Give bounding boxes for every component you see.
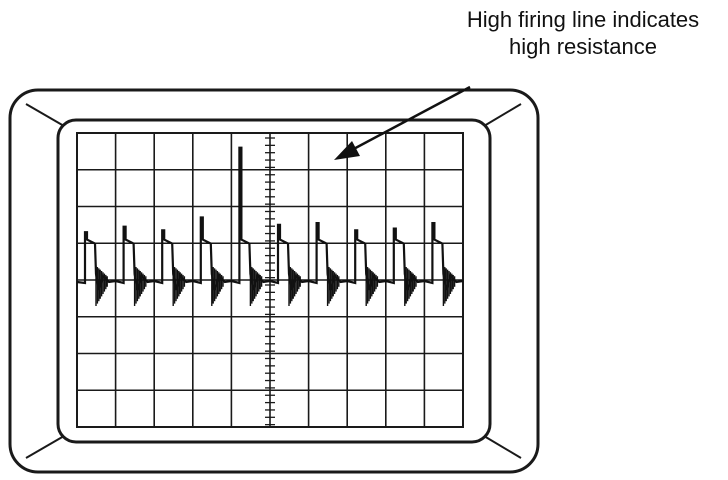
outer-bezel bbox=[8, 88, 540, 474]
center-axis-ticks bbox=[265, 137, 275, 426]
annotation-arrow-shaft bbox=[347, 85, 471, 154]
annotation-label: High firing line indicates high resistan… bbox=[440, 6, 726, 60]
ringing-oscillations bbox=[95, 265, 456, 306]
bevel-line-top-left bbox=[25, 103, 65, 127]
annotation-arrowhead bbox=[334, 141, 360, 160]
bevel-line-top-right bbox=[483, 103, 522, 127]
screen-frame bbox=[56, 118, 492, 444]
bevel-line-bottom-left bbox=[25, 435, 65, 459]
bevel-line-bottom-right bbox=[483, 435, 522, 459]
annotation-line-1: High firing line indicates bbox=[466, 7, 700, 32]
annotation-line-2: high resistance bbox=[509, 34, 657, 59]
